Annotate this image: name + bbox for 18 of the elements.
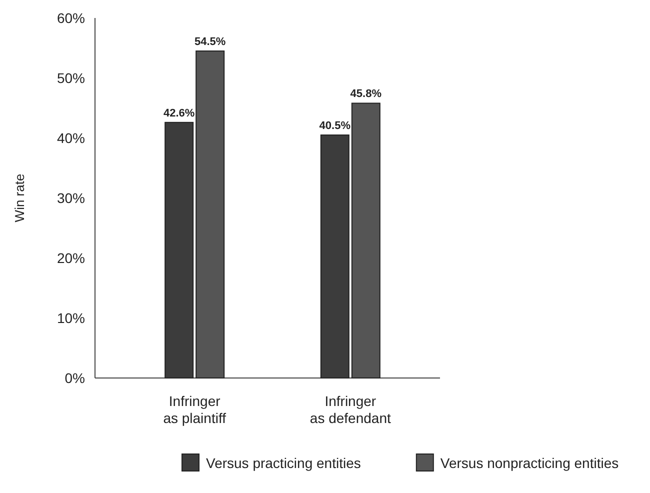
y-tick-label: 10%: [56, 310, 85, 326]
y-tick-label: 50%: [56, 70, 85, 86]
text: 54.5%: [194, 36, 226, 48]
x-tick-label: Infringer as plaintiff: [163, 393, 226, 426]
legend-label: Versus practicing entities: [206, 455, 361, 471]
text: 45.8%: [350, 88, 382, 100]
bar: [196, 50, 225, 378]
text: 40.5%: [319, 120, 351, 132]
bar: [351, 102, 380, 378]
y-tick-label: 0%: [64, 370, 85, 386]
y-tick-label: 60%: [56, 10, 85, 26]
x-tick-label: Infringer as defendant: [310, 393, 391, 426]
text: 42.6%: [163, 107, 195, 120]
y-tick-label: 40%: [56, 130, 85, 146]
legend-label: Versus nonpracticing entities: [440, 455, 619, 471]
y-tick-label: 30%: [56, 190, 85, 206]
y-axis-title: Win rate: [12, 174, 27, 222]
y-tick-label: 20%: [56, 250, 85, 266]
